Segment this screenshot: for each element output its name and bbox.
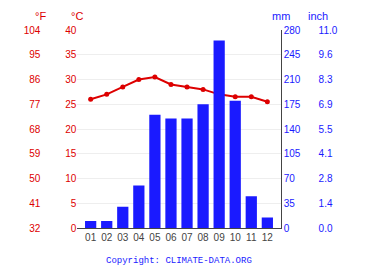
svg-text:inch: inch bbox=[308, 10, 328, 22]
svg-text:77: 77 bbox=[29, 99, 41, 110]
svg-text:35: 35 bbox=[65, 49, 77, 60]
svg-text:0.0: 0.0 bbox=[319, 223, 333, 234]
svg-text:03: 03 bbox=[117, 232, 129, 243]
svg-text:280: 280 bbox=[284, 25, 301, 36]
svg-text:12: 12 bbox=[262, 232, 274, 243]
svg-text:9.6: 9.6 bbox=[319, 49, 333, 60]
svg-text:70: 70 bbox=[284, 173, 296, 184]
svg-text:07: 07 bbox=[181, 232, 193, 243]
svg-text:175: 175 bbox=[284, 99, 301, 110]
svg-text:6.9: 6.9 bbox=[319, 99, 333, 110]
svg-text:25: 25 bbox=[65, 99, 77, 110]
svg-text:5: 5 bbox=[71, 198, 77, 209]
svg-text:105: 105 bbox=[284, 148, 301, 159]
svg-text:15: 15 bbox=[65, 148, 77, 159]
svg-text:02: 02 bbox=[101, 232, 113, 243]
svg-text:11: 11 bbox=[246, 232, 257, 243]
svg-text:4.1: 4.1 bbox=[319, 148, 333, 159]
svg-text:210: 210 bbox=[284, 74, 301, 85]
svg-text:Copyright: CLIMATE-DATA.ORG: Copyright: CLIMATE-DATA.ORG bbox=[106, 256, 252, 266]
svg-text:30: 30 bbox=[65, 74, 77, 85]
svg-text:10: 10 bbox=[230, 232, 242, 243]
svg-text:86: 86 bbox=[29, 74, 41, 85]
svg-text:140: 140 bbox=[284, 124, 301, 135]
svg-text:04: 04 bbox=[133, 232, 145, 243]
svg-text:1.4: 1.4 bbox=[319, 198, 333, 209]
svg-text:05: 05 bbox=[149, 232, 161, 243]
svg-text:104: 104 bbox=[24, 25, 41, 36]
svg-text:10: 10 bbox=[65, 173, 77, 184]
svg-text:68: 68 bbox=[29, 124, 41, 135]
svg-text:°F: °F bbox=[35, 10, 46, 22]
svg-text:32: 32 bbox=[29, 223, 41, 234]
svg-text:245: 245 bbox=[284, 49, 301, 60]
svg-text:95: 95 bbox=[29, 49, 41, 60]
svg-text:40: 40 bbox=[65, 25, 77, 36]
svg-text:09: 09 bbox=[214, 232, 226, 243]
svg-text:08: 08 bbox=[198, 232, 210, 243]
svg-text:8.3: 8.3 bbox=[319, 74, 333, 85]
svg-text:11.0: 11.0 bbox=[319, 25, 338, 36]
svg-text:20: 20 bbox=[65, 124, 77, 135]
svg-text:06: 06 bbox=[165, 232, 177, 243]
svg-text:01: 01 bbox=[85, 232, 97, 243]
svg-text:35: 35 bbox=[284, 198, 296, 209]
svg-text:mm: mm bbox=[272, 10, 290, 22]
svg-text:°C: °C bbox=[71, 10, 83, 22]
svg-text:59: 59 bbox=[29, 148, 41, 159]
svg-text:50: 50 bbox=[29, 173, 41, 184]
svg-text:0: 0 bbox=[284, 223, 290, 234]
svg-text:2.8: 2.8 bbox=[319, 173, 333, 184]
svg-text:41: 41 bbox=[29, 198, 41, 209]
svg-text:5.5: 5.5 bbox=[319, 124, 333, 135]
svg-text:0: 0 bbox=[71, 223, 77, 234]
